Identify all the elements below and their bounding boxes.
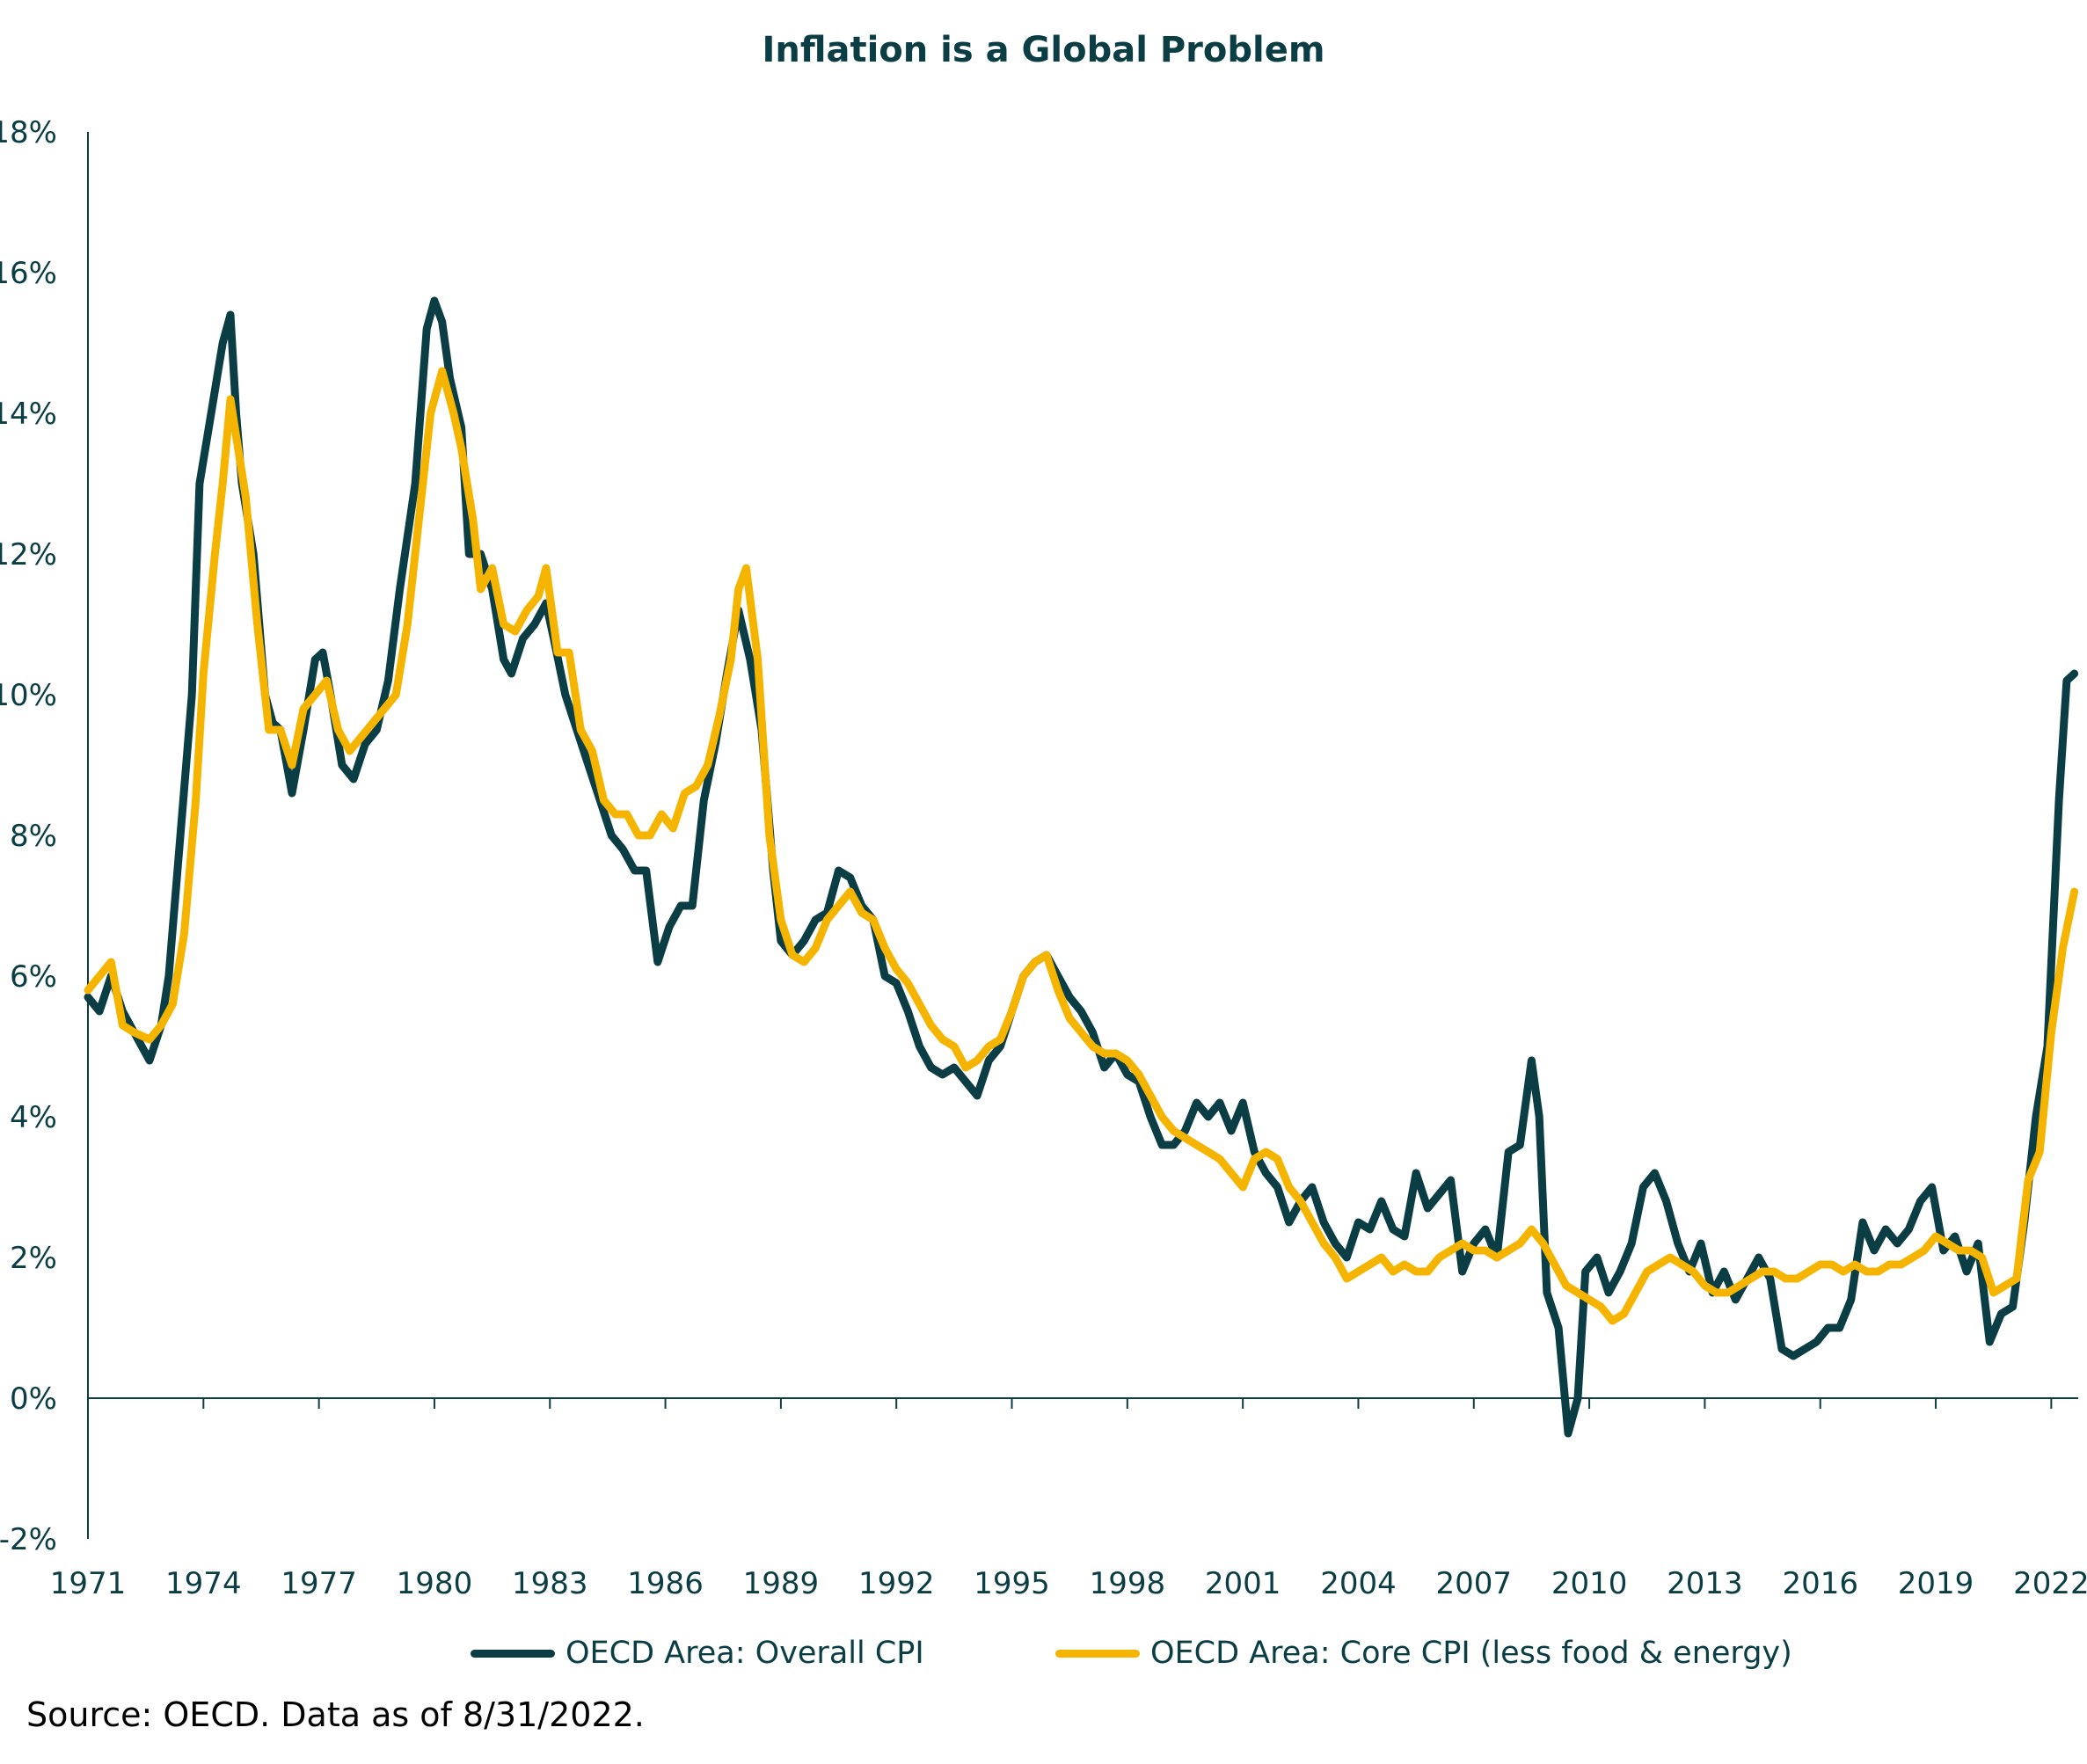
legend-swatch-overall [471,1649,555,1658]
y-tick-label: 0% [10,1381,57,1417]
x-tick-label: 1977 [281,1566,357,1601]
x-tick-label: 1986 [627,1566,704,1601]
x-tick-label: 1998 [1090,1566,1166,1601]
x-tick-label: 1974 [165,1566,242,1601]
legend-label-overall: OECD Area: Overall CPI [566,1636,924,1671]
x-tick-label: 1983 [512,1566,588,1601]
legend-label-core: OECD Area: Core CPI (less food & energy) [1150,1636,1792,1671]
x-tick-label: 2001 [1205,1566,1281,1601]
x-tick-label: 2016 [1782,1566,1858,1601]
y-tick-label: 8% [10,819,57,854]
y-tick-label: 14% [0,397,57,432]
y-tick-label: 10% [0,678,57,713]
x-tick-label: 1992 [858,1566,935,1601]
x-tick-label: 2019 [1898,1566,1974,1601]
y-tick-label: 4% [10,1100,57,1135]
series-line-core-cpi [84,367,2079,1325]
y-tick-label: 12% [0,537,57,572]
x-tick-label: 2013 [1667,1566,1743,1601]
legend-swatch-core [1055,1649,1140,1658]
y-tick-label: 6% [10,959,57,995]
x-tick-label: 1971 [50,1566,127,1601]
y-tick-label: -2% [0,1522,57,1557]
x-tick-label: 2022 [2013,1566,2087,1601]
legend-item-overall: OECD Area: Overall CPI [471,1636,924,1671]
x-tick-label: 2007 [1436,1566,1513,1601]
x-tick-label: 1980 [397,1566,473,1601]
source-note: Source: OECD. Data as of 8/31/2022. [26,1695,645,1734]
x-tick-label: 2004 [1320,1566,1397,1601]
series-line-overall-cpi [84,296,2079,1438]
y-tick-label: 18% [0,115,57,150]
chart-title: Inflation is a Global Problem [762,30,1325,70]
x-tick-label: 1989 [743,1566,820,1601]
legend-item-core: OECD Area: Core CPI (less food & energy) [1055,1636,1792,1671]
x-tick-label: 2010 [1551,1566,1628,1601]
y-tick-label: 16% [0,256,57,291]
y-tick-label: 2% [10,1241,57,1276]
x-tick-label: 1995 [974,1566,1050,1601]
